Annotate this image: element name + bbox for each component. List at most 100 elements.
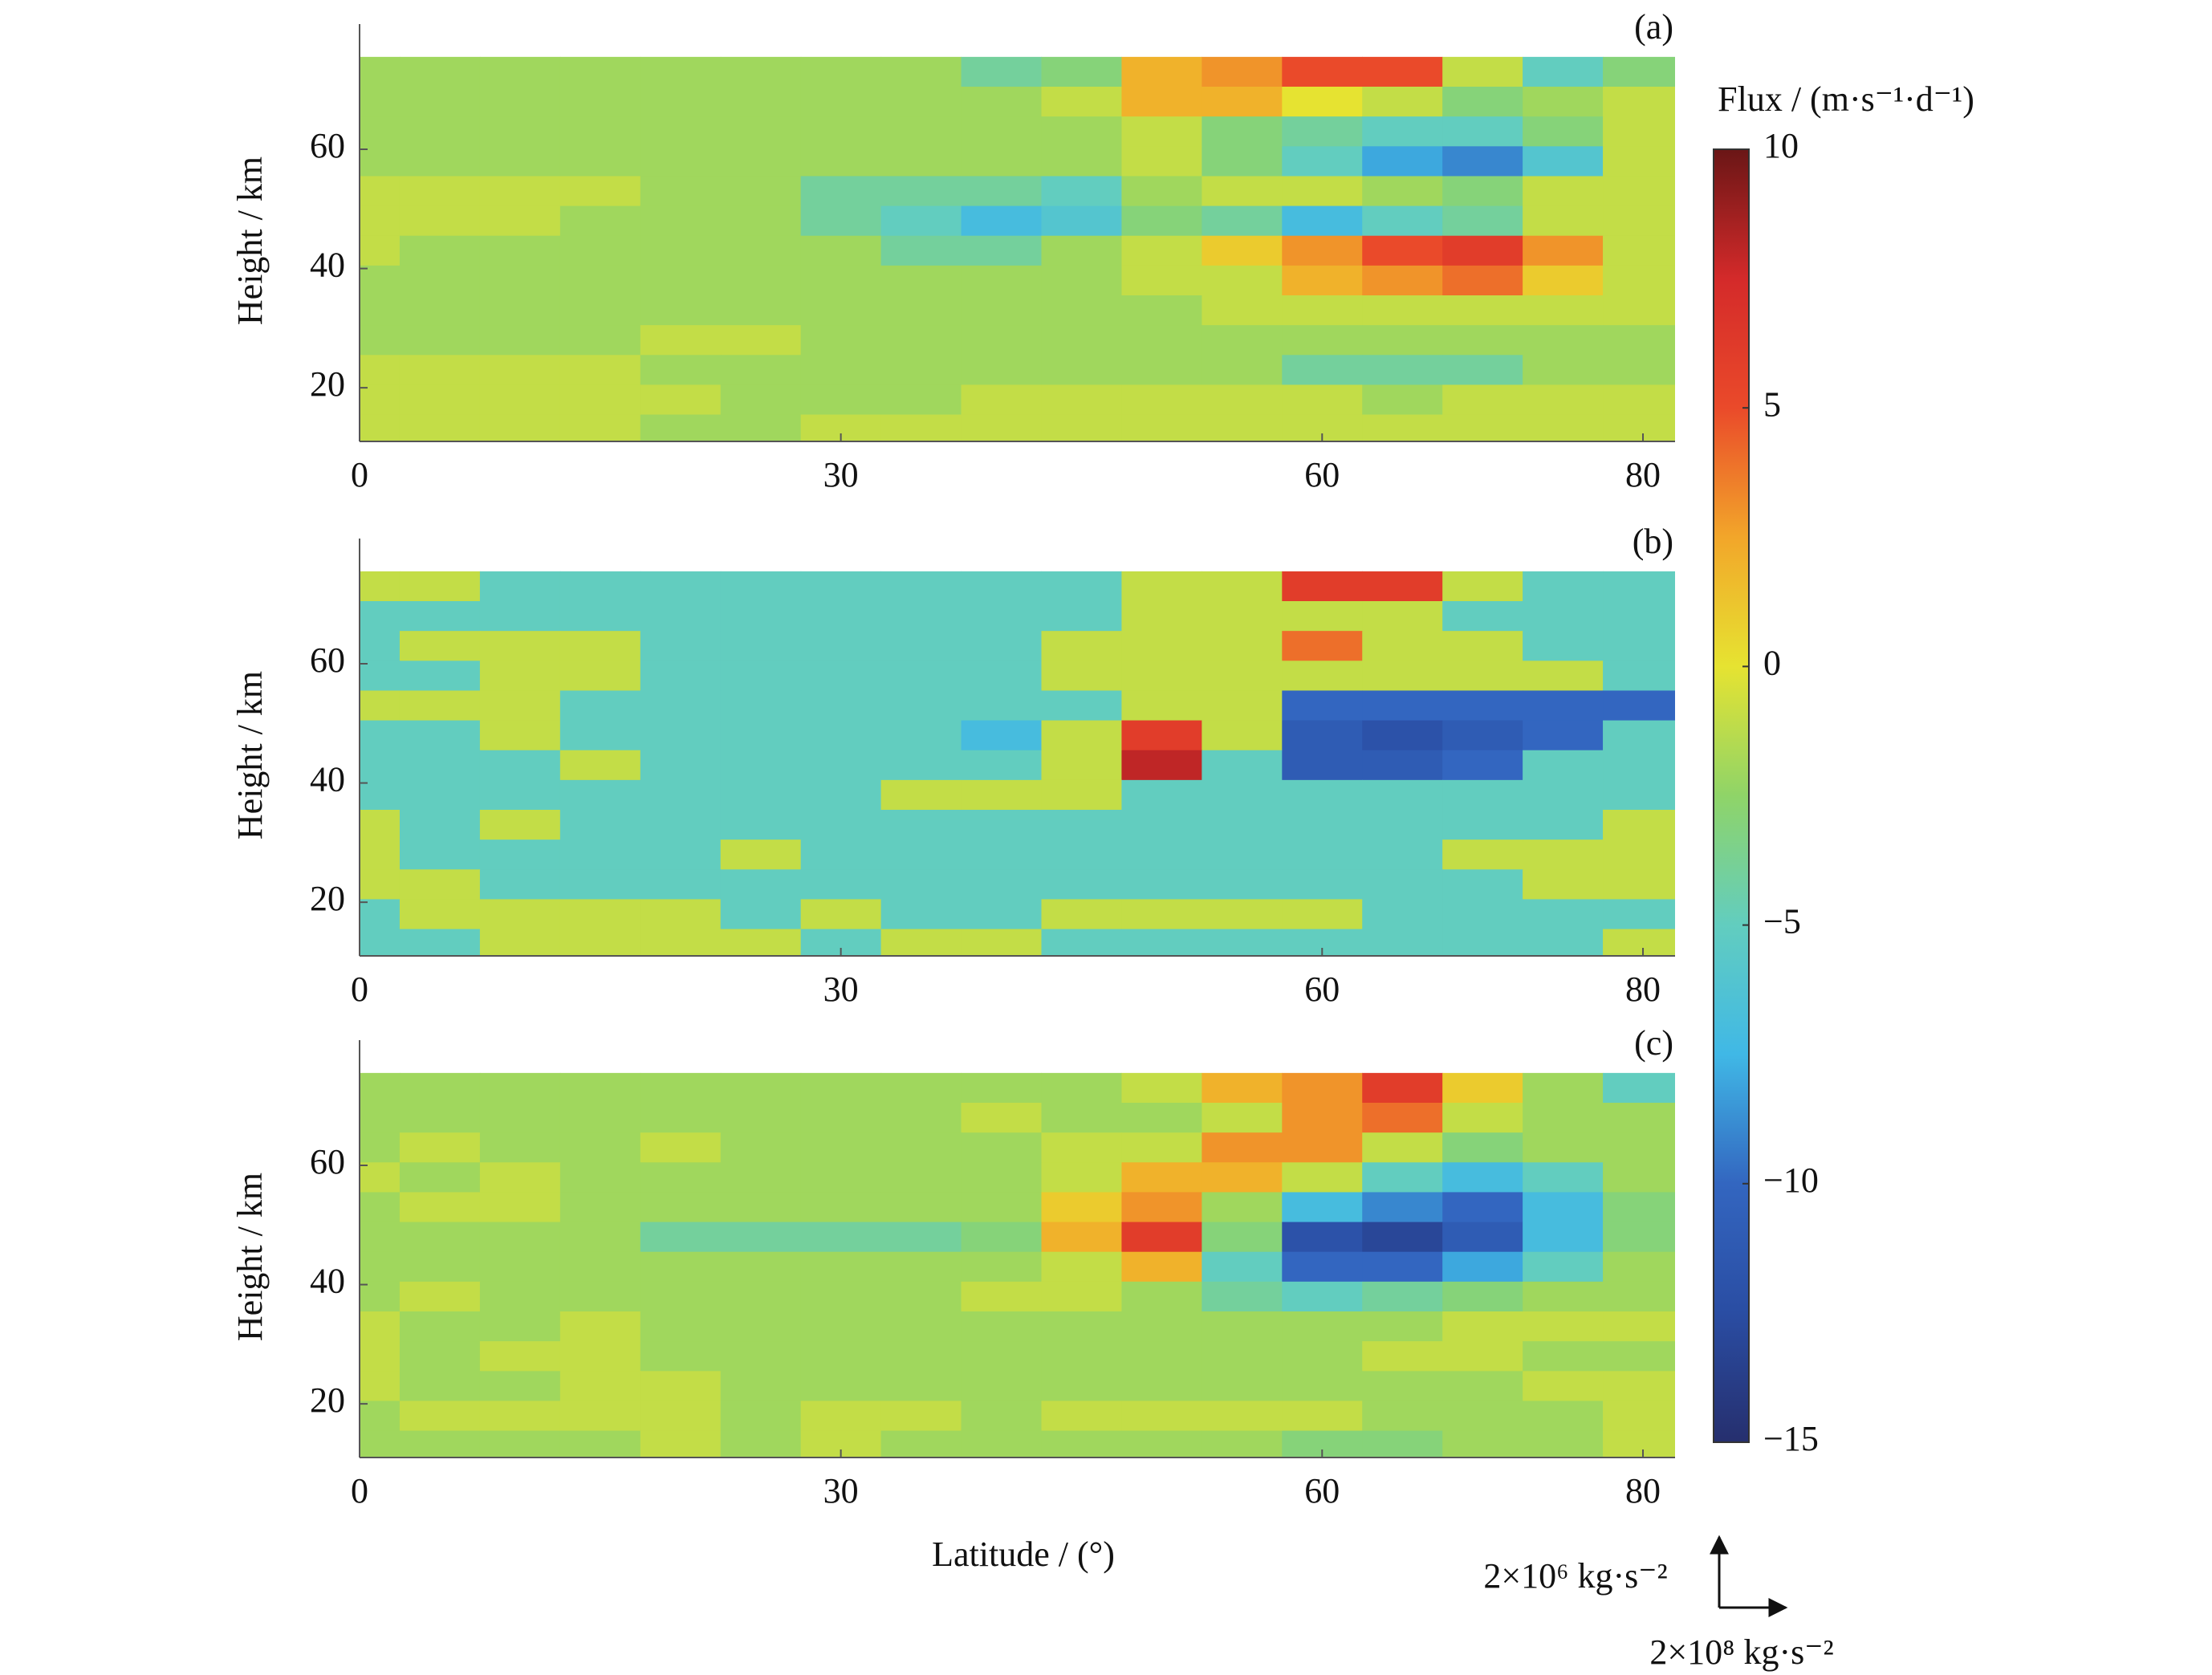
cell (1603, 355, 1675, 386)
cell (559, 87, 641, 117)
cell (399, 295, 481, 326)
cell (1362, 295, 1443, 326)
cell (1442, 414, 1523, 441)
cell (1121, 1162, 1202, 1193)
cell (559, 631, 641, 661)
x-axis-label: Latitude / (°) (932, 1535, 1115, 1574)
cell (640, 1162, 722, 1193)
cell (961, 779, 1043, 811)
cell (1041, 601, 1123, 632)
cell (1523, 601, 1604, 632)
cell (1041, 1401, 1123, 1432)
cell (720, 779, 802, 811)
cell (1282, 601, 1363, 632)
cell (720, 899, 802, 930)
cell (1523, 1401, 1604, 1432)
cell (559, 116, 641, 147)
cell (360, 146, 401, 177)
cell (1603, 1222, 1675, 1253)
cell (1202, 1311, 1283, 1342)
cell (1523, 146, 1604, 177)
cell (360, 176, 401, 207)
cell (720, 1162, 802, 1193)
cell (1523, 1281, 1604, 1312)
cell (1041, 661, 1123, 692)
cell (479, 146, 561, 177)
cell (399, 601, 481, 632)
cell (640, 1251, 722, 1283)
cell (399, 116, 481, 147)
cell (1041, 869, 1123, 901)
colorbar-tick-label: 0 (1763, 643, 1781, 682)
cell (399, 1103, 481, 1133)
x-tick-label: 0 (351, 970, 368, 1009)
cell (1202, 146, 1283, 177)
cell (1282, 1222, 1363, 1253)
cell (559, 1162, 641, 1193)
cell (1603, 840, 1675, 870)
cell (720, 1192, 802, 1223)
cell (800, 631, 882, 661)
cell (1202, 1251, 1283, 1283)
cell (880, 601, 962, 632)
cell (720, 1401, 802, 1432)
cell (559, 355, 641, 386)
cell (399, 750, 481, 781)
cell (1442, 1192, 1523, 1223)
cell (1362, 690, 1443, 722)
cell (1282, 1192, 1363, 1223)
cell (640, 87, 722, 117)
cell (1603, 1311, 1675, 1342)
cell (1282, 325, 1363, 356)
cell (1442, 1162, 1523, 1193)
cell (880, 810, 962, 840)
cell (1603, 810, 1675, 840)
cell (559, 1072, 641, 1104)
cell (1442, 869, 1523, 901)
cell (1523, 661, 1604, 692)
cell (1202, 869, 1283, 901)
cell (1282, 631, 1363, 661)
cell (800, 750, 882, 781)
cell (1523, 869, 1604, 901)
cell (1202, 355, 1283, 386)
cell (1362, 1311, 1443, 1342)
cell (1121, 1251, 1202, 1283)
y-tick-label: 60 (310, 640, 345, 680)
cell (1041, 414, 1123, 441)
cell (1202, 325, 1283, 356)
cell (800, 235, 882, 266)
cell (360, 1281, 401, 1312)
cell (479, 1401, 561, 1432)
cell (360, 1401, 401, 1432)
cell (1202, 1192, 1283, 1223)
cell (800, 720, 882, 751)
cell (1041, 1281, 1123, 1312)
cell (399, 631, 481, 661)
cell (1282, 779, 1363, 811)
cell (1041, 779, 1123, 811)
cell (640, 571, 722, 602)
cell (961, 384, 1043, 416)
cell (399, 1222, 481, 1253)
cell (1603, 1251, 1675, 1283)
cell (399, 779, 481, 811)
y-tick-label: 20 (310, 1380, 345, 1420)
cell (800, 1251, 882, 1283)
cell (880, 720, 962, 751)
cell (1282, 235, 1363, 266)
cell (1362, 720, 1443, 751)
cell (640, 205, 722, 237)
cell (1121, 840, 1202, 870)
cell (479, 1341, 561, 1372)
cell (800, 779, 882, 811)
cell (1202, 1281, 1283, 1312)
cell (399, 265, 481, 296)
cell (479, 1430, 561, 1457)
cell (479, 899, 561, 930)
cell (1442, 750, 1523, 781)
cell (800, 1132, 882, 1163)
cell (640, 116, 722, 147)
cell (1202, 810, 1283, 840)
cell (880, 929, 962, 956)
